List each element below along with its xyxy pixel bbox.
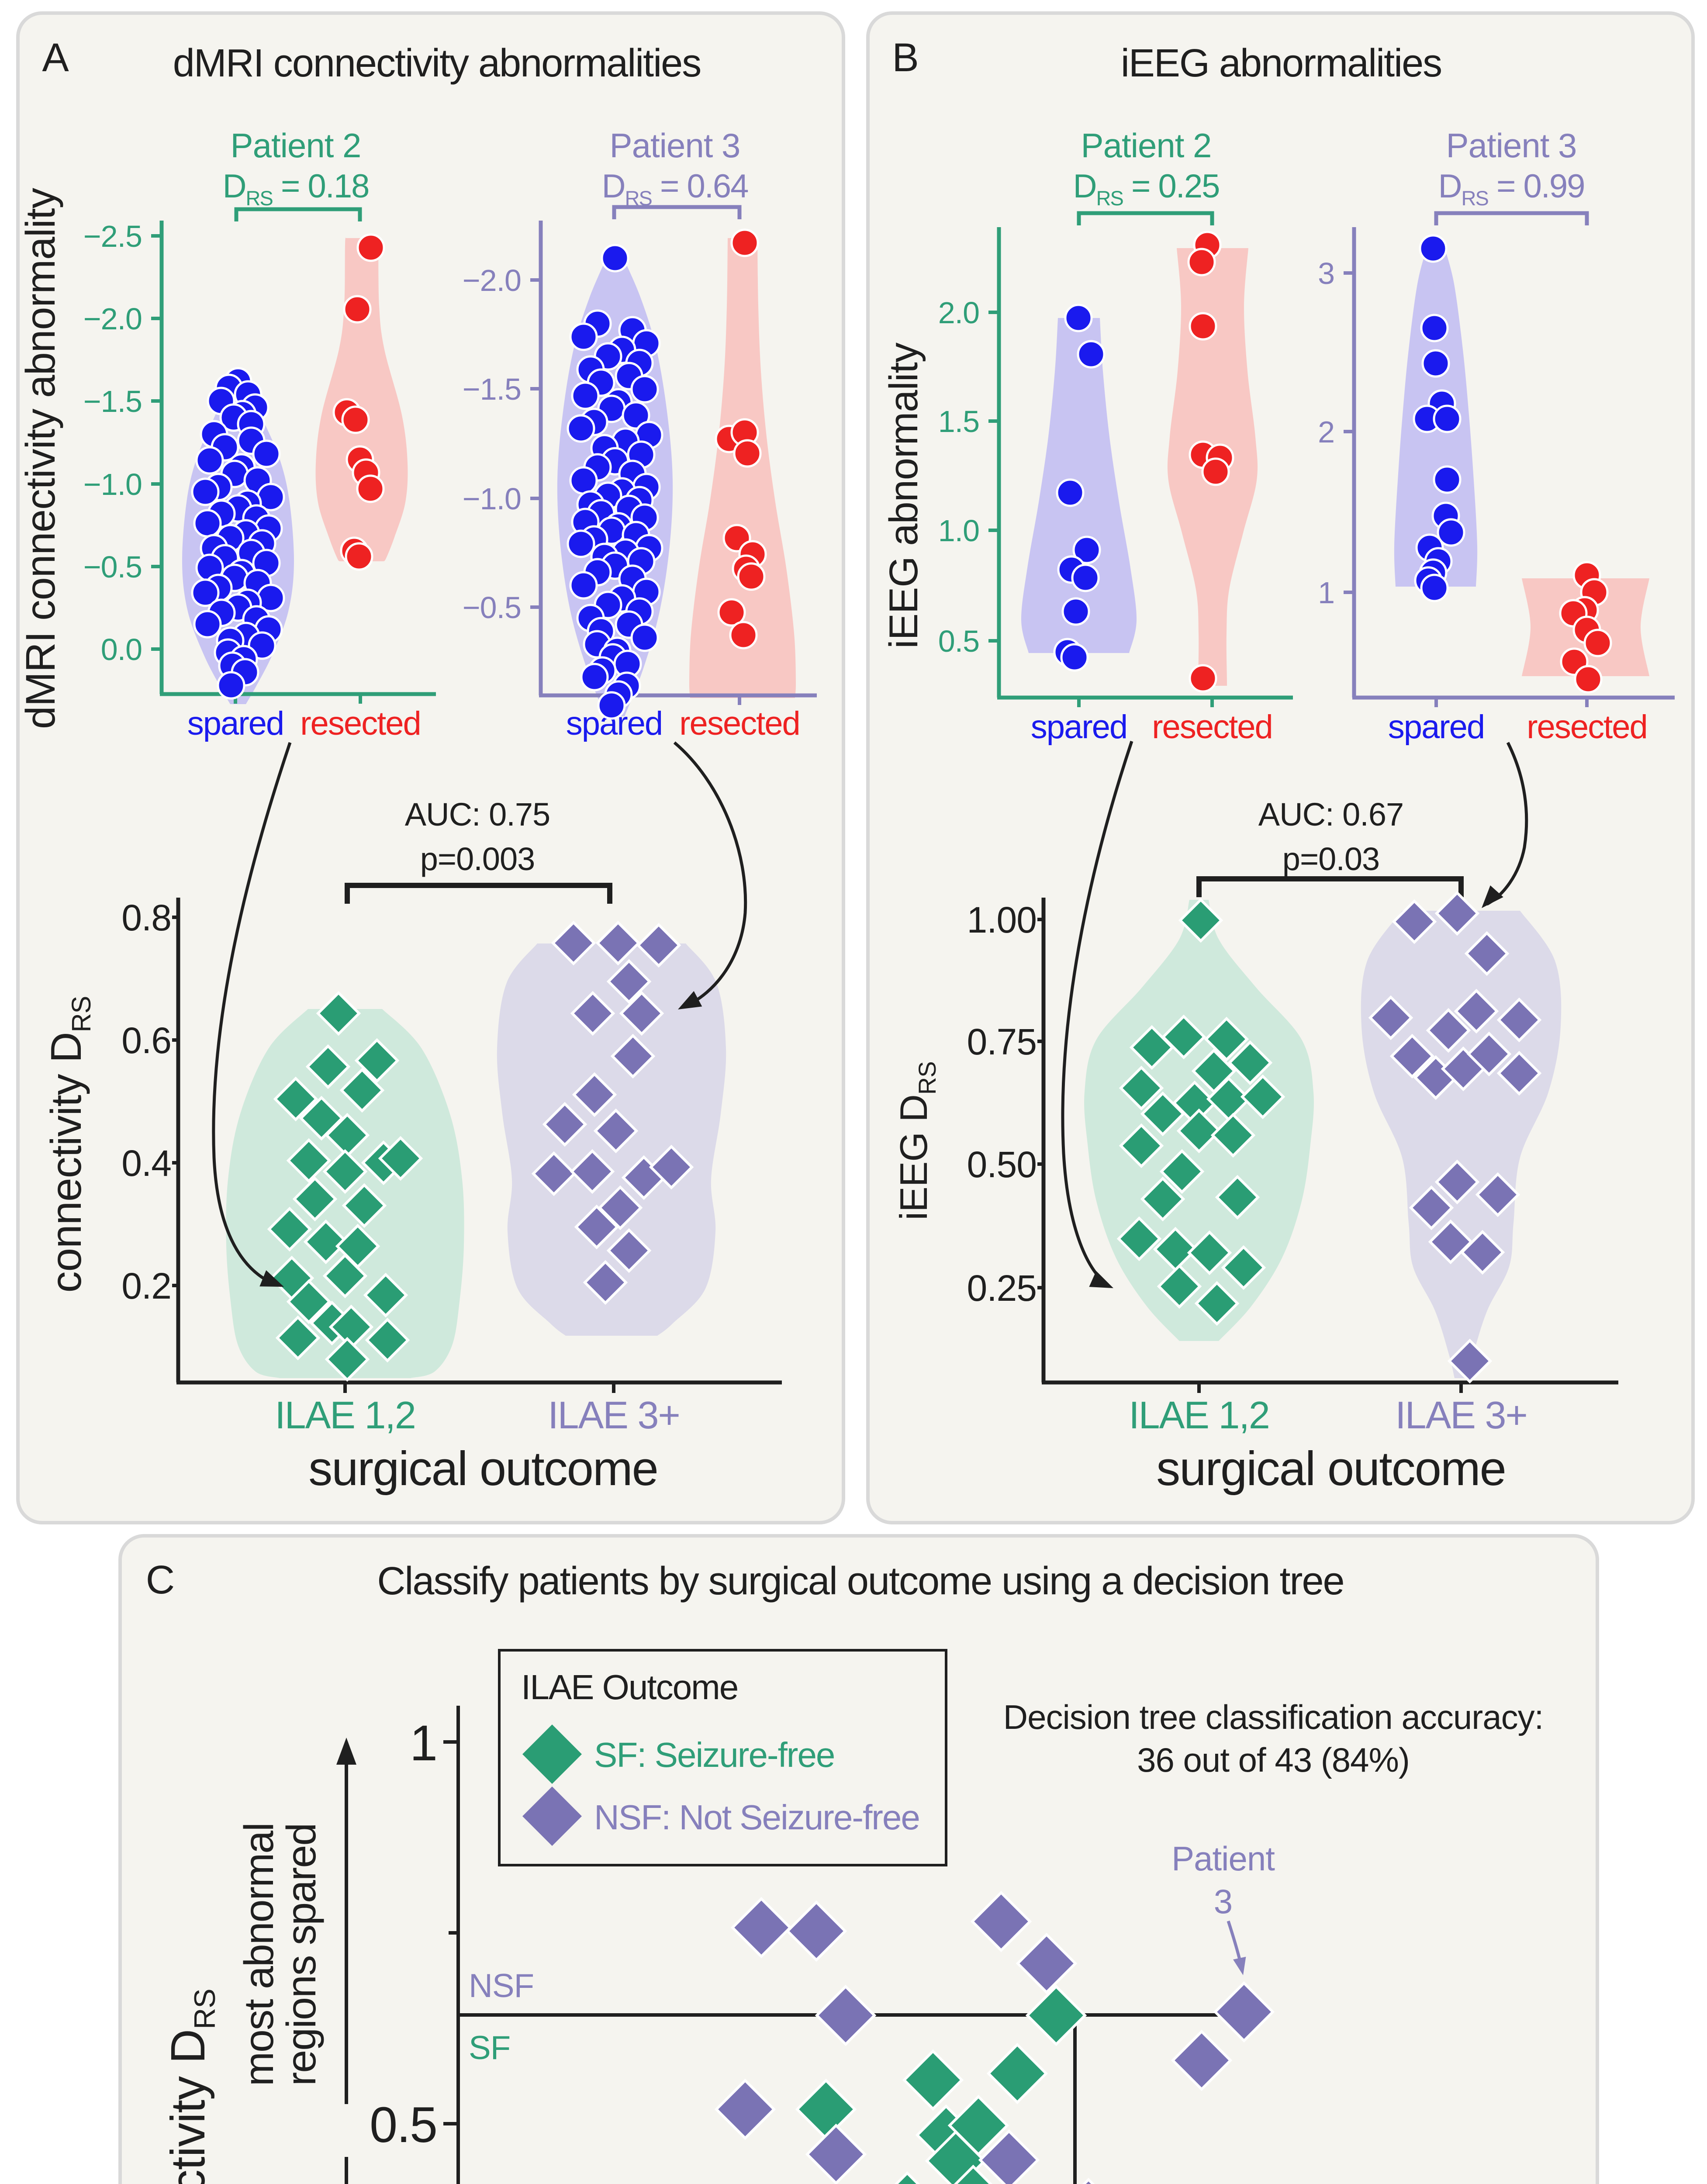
svg-text:spared: spared [1031, 708, 1127, 746]
svg-text:Classify patients by surgical: Classify patients by surgical outcome us… [377, 1559, 1344, 1603]
svg-text:DRS = 0.25: DRS = 0.25 [1073, 168, 1220, 210]
svg-text:1.0: 1.0 [938, 514, 979, 548]
svg-text:resected: resected [300, 705, 421, 742]
svg-text:most abnormal: most abnormal [236, 1823, 282, 2086]
svg-text:1.5: 1.5 [938, 404, 979, 439]
svg-text:−2.0: −2.0 [83, 302, 142, 336]
svg-text:2.0: 2.0 [938, 296, 979, 330]
svg-text:surgical outcome: surgical outcome [308, 1442, 658, 1496]
svg-text:Decision tree classification a: Decision tree classification accuracy: [1003, 1698, 1544, 1736]
svg-text:Patient: Patient [1171, 1839, 1275, 1878]
svg-text:0.4: 0.4 [121, 1143, 171, 1184]
svg-text:−1.0: −1.0 [83, 467, 142, 501]
svg-text:dMRI connectivity abnormalitie: dMRI connectivity abnormalities [173, 41, 701, 85]
svg-text:AUC: 0.75: AUC: 0.75 [405, 796, 550, 833]
svg-text:A: A [42, 35, 69, 80]
svg-text:ILAE 3+: ILAE 3+ [1395, 1393, 1527, 1437]
svg-text:1.00: 1.00 [967, 899, 1037, 940]
svg-text:ILAE 1,2: ILAE 1,2 [275, 1393, 415, 1437]
svg-text:0.75: 0.75 [967, 1021, 1037, 1062]
svg-text:0.8: 0.8 [121, 897, 171, 938]
svg-text:surgical outcome: surgical outcome [1156, 1442, 1506, 1496]
svg-text:Patient 3: Patient 3 [610, 126, 740, 165]
svg-text:AUC: 0.67: AUC: 0.67 [1258, 796, 1403, 833]
svg-text:Patient 3: Patient 3 [1446, 126, 1577, 165]
svg-text:DRS = 0.18: DRS = 0.18 [223, 168, 369, 210]
svg-text:resected: resected [679, 705, 800, 742]
svg-text:0.5: 0.5 [938, 624, 979, 658]
svg-text:Patient 2: Patient 2 [231, 126, 361, 165]
svg-text:36 out of 43 (84%): 36 out of 43 (84%) [1137, 1741, 1410, 1779]
svg-text:NSF: NSF [469, 1967, 534, 2004]
svg-text:−2.0: −2.0 [463, 263, 521, 297]
svg-text:0.50: 0.50 [967, 1144, 1037, 1185]
svg-text:regions spared: regions spared [278, 1824, 325, 2086]
svg-text:ILAE 3+: ILAE 3+ [548, 1393, 680, 1437]
svg-text:ILAE Outcome: ILAE Outcome [521, 1668, 738, 1707]
svg-text:3: 3 [1214, 1882, 1232, 1921]
svg-text:p=0.003: p=0.003 [420, 841, 535, 877]
svg-text:3: 3 [1318, 256, 1334, 290]
svg-text:SF: Seizure-free: SF: Seizure-free [594, 1735, 834, 1774]
svg-text:iEEG DRS: iEEG DRS [892, 1061, 941, 1220]
svg-text:0.2: 0.2 [121, 1265, 171, 1306]
svg-text:−1.5: −1.5 [463, 372, 521, 406]
svg-text:0.0: 0.0 [101, 632, 142, 667]
svg-text:−0.5: −0.5 [83, 550, 142, 584]
svg-text:2: 2 [1318, 415, 1334, 449]
svg-text:resected: resected [1152, 708, 1272, 746]
svg-text:1: 1 [410, 1715, 437, 1771]
svg-text:0.6: 0.6 [121, 1020, 171, 1061]
svg-text:Patient 2: Patient 2 [1081, 126, 1212, 165]
svg-text:iEEG abnormality: iEEG abnormality [881, 342, 926, 649]
svg-text:p=0.03: p=0.03 [1282, 841, 1379, 877]
svg-text:spared: spared [187, 705, 283, 742]
svg-text:C: C [146, 1558, 175, 1602]
svg-text:DRS = 0.99: DRS = 0.99 [1438, 168, 1585, 210]
svg-text:ILAE 1,2: ILAE 1,2 [1129, 1393, 1269, 1437]
svg-text:dMRI connectivity abnormality: dMRI connectivity abnormality [17, 187, 64, 729]
svg-text:−0.5: −0.5 [463, 591, 521, 625]
svg-text:0.25: 0.25 [967, 1268, 1037, 1309]
svg-text:DRS = 0.64: DRS = 0.64 [602, 168, 748, 210]
svg-text:−1.0: −1.0 [463, 482, 521, 516]
svg-text:−1.5: −1.5 [83, 384, 142, 418]
svg-text:spared: spared [1388, 708, 1484, 746]
svg-text:B: B [892, 35, 919, 80]
svg-text:NSF: Not Seizure-free: NSF: Not Seizure-free [594, 1798, 919, 1837]
svg-text:SF: SF [469, 2029, 510, 2067]
svg-text:resected: resected [1527, 708, 1647, 746]
svg-text:1: 1 [1318, 576, 1334, 610]
svg-text:connectivity DRS: connectivity DRS [42, 996, 96, 1293]
svg-text:−2.5: −2.5 [83, 219, 142, 253]
svg-text:iEEG abnormalities: iEEG abnormalities [1121, 41, 1441, 85]
svg-text:0.5: 0.5 [370, 2097, 437, 2153]
